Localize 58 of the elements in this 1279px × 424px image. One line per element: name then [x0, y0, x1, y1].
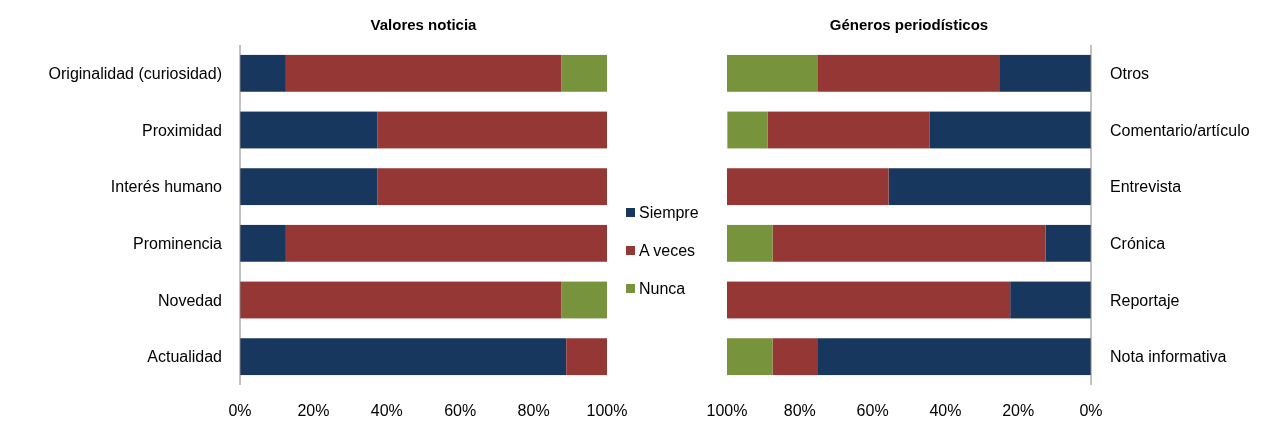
bar: [727, 111, 768, 149]
bar: [818, 54, 1000, 92]
x-tick-label: 40%: [370, 402, 403, 419]
bar: [727, 224, 773, 262]
y-tick-label: Nota informativa: [1110, 348, 1227, 366]
bar: [727, 54, 818, 92]
bar: [767, 111, 930, 149]
x-tick-label: 100%: [706, 402, 748, 419]
y-tick-label: Entrevista: [1110, 178, 1182, 196]
chart-title: Valores noticia: [370, 16, 478, 33]
x-tick-label: 60%: [444, 402, 477, 419]
y-tick-label: Interés humano: [110, 178, 223, 196]
y-tick-label: Proximidad: [141, 121, 222, 139]
y-tick-label: Otros: [1110, 64, 1150, 82]
x-tick-label: 40%: [929, 402, 962, 419]
bar: [240, 224, 286, 262]
y-tick-label: Comentario/artículo: [1110, 121, 1250, 139]
bar: [240, 111, 378, 149]
bar: [566, 338, 607, 376]
bar: [240, 338, 567, 376]
y-tick-label: Originalidad (curiosidad): [48, 64, 222, 82]
bar: [888, 168, 1091, 206]
x-tick-label: 20%: [1002, 402, 1035, 419]
x-tick-label: 20%: [297, 402, 330, 419]
chart-title: Géneros periodísticos: [829, 16, 989, 33]
bar: [240, 168, 378, 206]
bar: [818, 338, 1091, 376]
bar: [240, 54, 286, 92]
x-tick-label: 80%: [783, 402, 816, 419]
bar: [1045, 224, 1091, 262]
x-tick-label: 60%: [856, 402, 889, 419]
legend-label: Nunca: [639, 280, 686, 297]
bar: [285, 54, 562, 92]
bar: [727, 168, 889, 206]
x-tick-label: 100%: [586, 402, 628, 419]
y-tick-label: Novedad: [157, 291, 222, 309]
bar: [285, 224, 607, 262]
y-tick-label: Crónica: [1110, 234, 1166, 252]
bar: [772, 338, 818, 376]
legend-label: A veces: [639, 242, 696, 259]
bar: [1010, 281, 1091, 319]
y-tick-label: Reportaje: [1110, 291, 1180, 309]
bar: [377, 111, 607, 149]
bar: [561, 281, 607, 319]
bar: [240, 281, 562, 319]
bar: [727, 281, 1011, 319]
bar: [772, 224, 1046, 262]
y-tick-label: Actualidad: [147, 348, 222, 366]
y-tick-label: Prominencia: [133, 234, 223, 252]
bar: [929, 111, 1091, 149]
bar: [377, 168, 607, 206]
bar: [1000, 54, 1091, 92]
x-tick-label: 0%: [1079, 402, 1103, 419]
x-tick-label: 0%: [228, 402, 252, 419]
bar: [727, 338, 773, 376]
bar: [561, 54, 607, 92]
x-tick-label: 80%: [517, 402, 550, 419]
legend-label: Siempre: [639, 204, 699, 221]
